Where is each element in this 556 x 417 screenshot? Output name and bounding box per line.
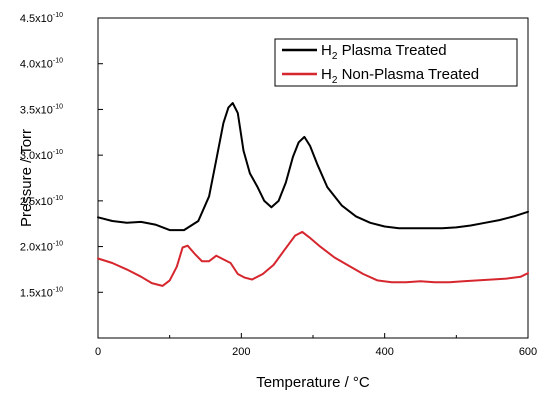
y-tick-label: 1.5x10-10: [20, 286, 63, 299]
y-tick-mantissa: 3.0x10: [20, 150, 53, 162]
y-tick-exponent: -10: [53, 58, 63, 65]
series-layer: [97, 102, 529, 287]
y-tick-mantissa: 4.0x10: [20, 59, 53, 71]
x-tick-label: 400: [375, 346, 393, 358]
legend-label-plasma-main: H: [321, 42, 332, 59]
x-axis-title: Temperature / °C: [256, 374, 370, 391]
series-line-1: [97, 230, 529, 287]
y-tick-exponent: -10: [53, 195, 63, 202]
legend-label-non-plasma-subscript: 2: [332, 75, 338, 86]
x-tick-label: 200: [232, 346, 250, 358]
y-tick-exponent: -10: [53, 241, 63, 248]
y-tick-exponent: -10: [53, 149, 63, 156]
y-tick-label: 4.0x10-10: [20, 58, 63, 71]
y-tick-exponent: -10: [53, 103, 63, 110]
legend-label-non-plasma: H2 Non-Plasma Treated: [321, 66, 479, 86]
x-tick-label: 600: [519, 346, 537, 358]
y-tick-label: 2.0x10-10: [20, 241, 63, 254]
x-tick-label: 0: [95, 346, 101, 358]
legend: H2 Plasma Treated H2 Non-Plasma Treated: [274, 38, 518, 87]
y-tick-mantissa: 1.5x10: [20, 287, 53, 299]
y-tick-label: 3.0x10-10: [20, 149, 63, 162]
y-tick-label: 3.5x10-10: [20, 103, 63, 116]
series-line-0: [97, 102, 529, 232]
legend-label-plasma: H2 Plasma Treated: [321, 42, 447, 62]
y-axis: 1.5x10-102.0x10-102.5x10-103.0x10-103.5x…: [20, 12, 103, 299]
y-tick-mantissa: 2.5x10: [20, 196, 53, 208]
legend-box: [274, 38, 518, 87]
legend-label-non-plasma-rest: Non-Plasma Treated: [337, 66, 479, 83]
y-tick-label: 4.5x10-10: [20, 12, 63, 25]
legend-label-plasma-rest: Plasma Treated: [337, 42, 446, 59]
y-tick-exponent: -10: [53, 286, 63, 293]
y-tick-label: 2.5x10-10: [20, 195, 63, 208]
y-tick-exponent: -10: [53, 12, 63, 19]
y-tick-mantissa: 2.0x10: [20, 242, 53, 254]
legend-label-plasma-subscript: 2: [332, 51, 338, 62]
y-tick-mantissa: 3.5x10: [20, 104, 53, 116]
y-tick-mantissa: 4.5x10: [20, 13, 53, 25]
x-axis: 0 200 400 600: [95, 333, 537, 358]
y-axis-title: Pressure / Torr: [18, 129, 35, 227]
legend-label-non-plasma-main: H: [321, 66, 332, 83]
